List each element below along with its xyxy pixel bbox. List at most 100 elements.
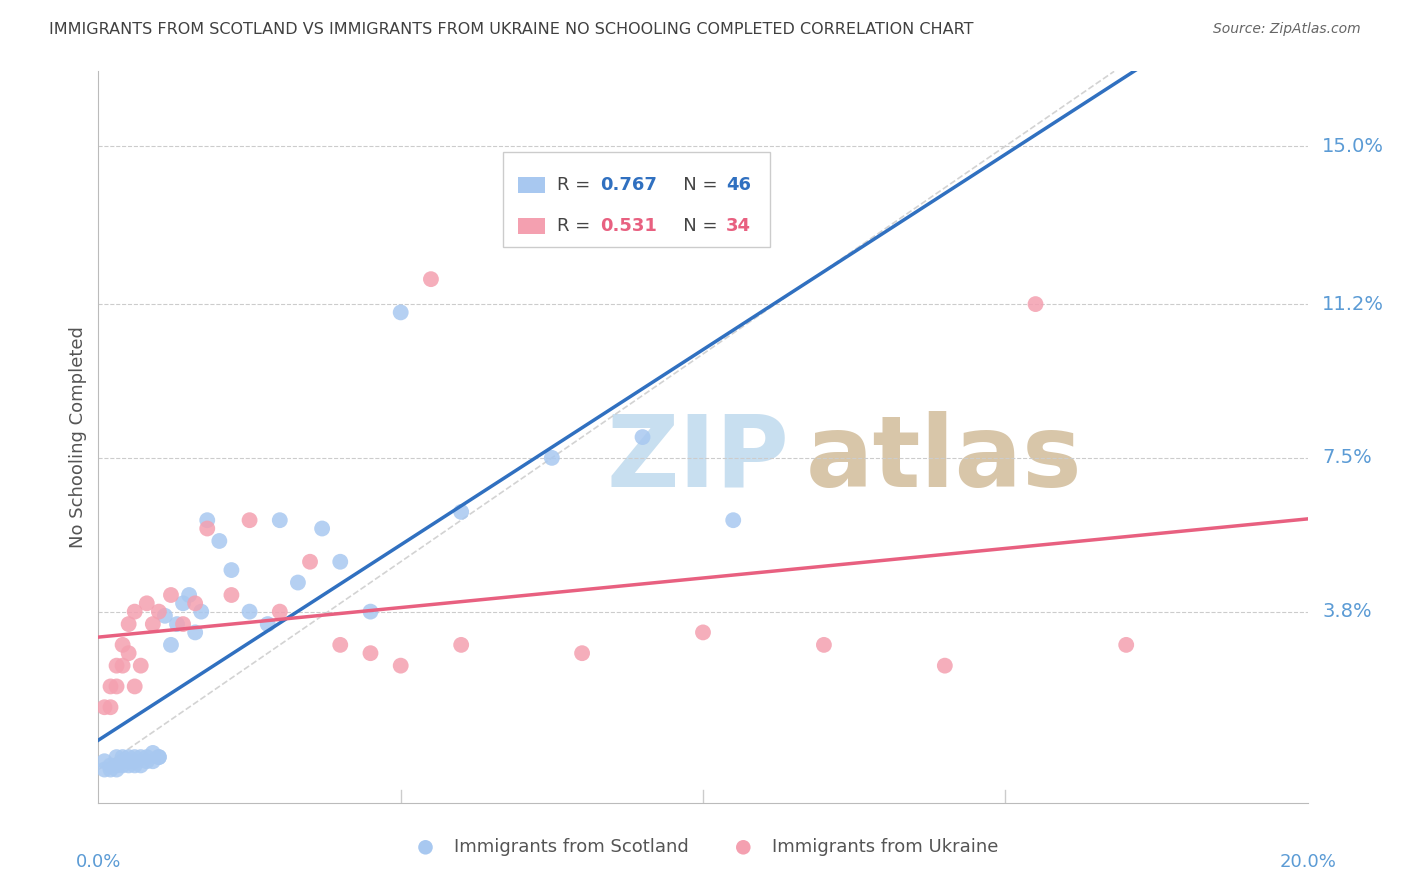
Point [269, 513, 291, 527]
Point [118, 617, 141, 632]
Point [360, 605, 382, 619]
Text: 20.0%: 20.0% [1279, 853, 1336, 871]
Point [100, 758, 122, 772]
Point [100, 763, 122, 777]
Text: R =: R = [557, 217, 596, 235]
Point [239, 513, 262, 527]
Point [1115, 638, 1137, 652]
FancyBboxPatch shape [517, 177, 544, 194]
Point [129, 658, 152, 673]
Point [118, 750, 141, 764]
Point [93, 754, 115, 768]
Point [135, 750, 157, 764]
Point [111, 750, 134, 764]
Point [172, 617, 194, 632]
Text: ZIP: ZIP [606, 410, 789, 508]
Point [124, 680, 146, 694]
Point [195, 513, 218, 527]
Point [124, 605, 146, 619]
Point [287, 575, 309, 590]
Point [105, 758, 128, 772]
Point [311, 521, 333, 535]
Point [166, 617, 188, 632]
Point [389, 658, 412, 673]
Point [389, 305, 412, 319]
Point [93, 763, 115, 777]
Point [692, 625, 714, 640]
Point [135, 754, 157, 768]
Text: 11.2%: 11.2% [1322, 294, 1384, 314]
Text: 46: 46 [725, 176, 751, 194]
Point [124, 754, 146, 768]
Point [100, 680, 122, 694]
Point [723, 513, 745, 527]
Point [93, 700, 115, 714]
Point [105, 658, 128, 673]
Point [142, 754, 165, 768]
Text: Source: ZipAtlas.com: Source: ZipAtlas.com [1213, 22, 1361, 37]
Legend: Immigrants from Scotland, Immigrants from Ukraine: Immigrants from Scotland, Immigrants fro… [401, 830, 1005, 863]
Point [450, 638, 472, 652]
Point [450, 505, 472, 519]
Text: N =: N = [665, 176, 723, 194]
Point [111, 758, 134, 772]
Point [142, 617, 165, 632]
Point [1024, 297, 1046, 311]
Point [100, 700, 122, 714]
Point [124, 750, 146, 764]
Point [118, 754, 141, 768]
Point [184, 596, 207, 610]
Text: IMMIGRANTS FROM SCOTLAND VS IMMIGRANTS FROM UKRAINE NO SCHOOLING COMPLETED CORRE: IMMIGRANTS FROM SCOTLAND VS IMMIGRANTS F… [49, 22, 974, 37]
Point [208, 533, 231, 548]
Point [118, 646, 141, 660]
Point [105, 763, 128, 777]
Point [148, 605, 170, 619]
Text: 15.0%: 15.0% [1322, 136, 1384, 156]
Point [111, 754, 134, 768]
Point [142, 746, 165, 760]
Point [190, 605, 212, 619]
Point [124, 758, 146, 772]
Point [148, 750, 170, 764]
Point [160, 588, 183, 602]
Point [360, 646, 382, 660]
Point [571, 646, 593, 660]
Point [221, 563, 243, 577]
Point [256, 617, 278, 632]
Point [934, 658, 956, 673]
Point [129, 750, 152, 764]
Point [129, 758, 152, 772]
Point [160, 638, 183, 652]
Point [179, 588, 201, 602]
Text: 7.5%: 7.5% [1322, 449, 1372, 467]
Point [118, 758, 141, 772]
Point [111, 658, 134, 673]
Point [148, 750, 170, 764]
FancyBboxPatch shape [503, 152, 769, 247]
Point [195, 521, 218, 535]
Text: 0.531: 0.531 [600, 217, 657, 235]
Text: 0.767: 0.767 [600, 176, 657, 194]
Point [329, 555, 352, 569]
Point [105, 750, 128, 764]
Point [184, 625, 207, 640]
Point [172, 596, 194, 610]
Point [813, 638, 835, 652]
Text: 34: 34 [725, 217, 751, 235]
Point [153, 608, 176, 623]
FancyBboxPatch shape [517, 218, 544, 234]
Point [299, 555, 322, 569]
Text: 3.8%: 3.8% [1322, 602, 1372, 621]
Point [135, 596, 157, 610]
Point [420, 272, 443, 286]
Point [105, 680, 128, 694]
Text: R =: R = [557, 176, 596, 194]
Point [329, 638, 352, 652]
Text: N =: N = [665, 217, 723, 235]
Point [631, 430, 654, 444]
Point [221, 588, 243, 602]
Point [111, 638, 134, 652]
Point [239, 605, 262, 619]
Point [540, 450, 562, 465]
Text: 0.0%: 0.0% [76, 853, 121, 871]
